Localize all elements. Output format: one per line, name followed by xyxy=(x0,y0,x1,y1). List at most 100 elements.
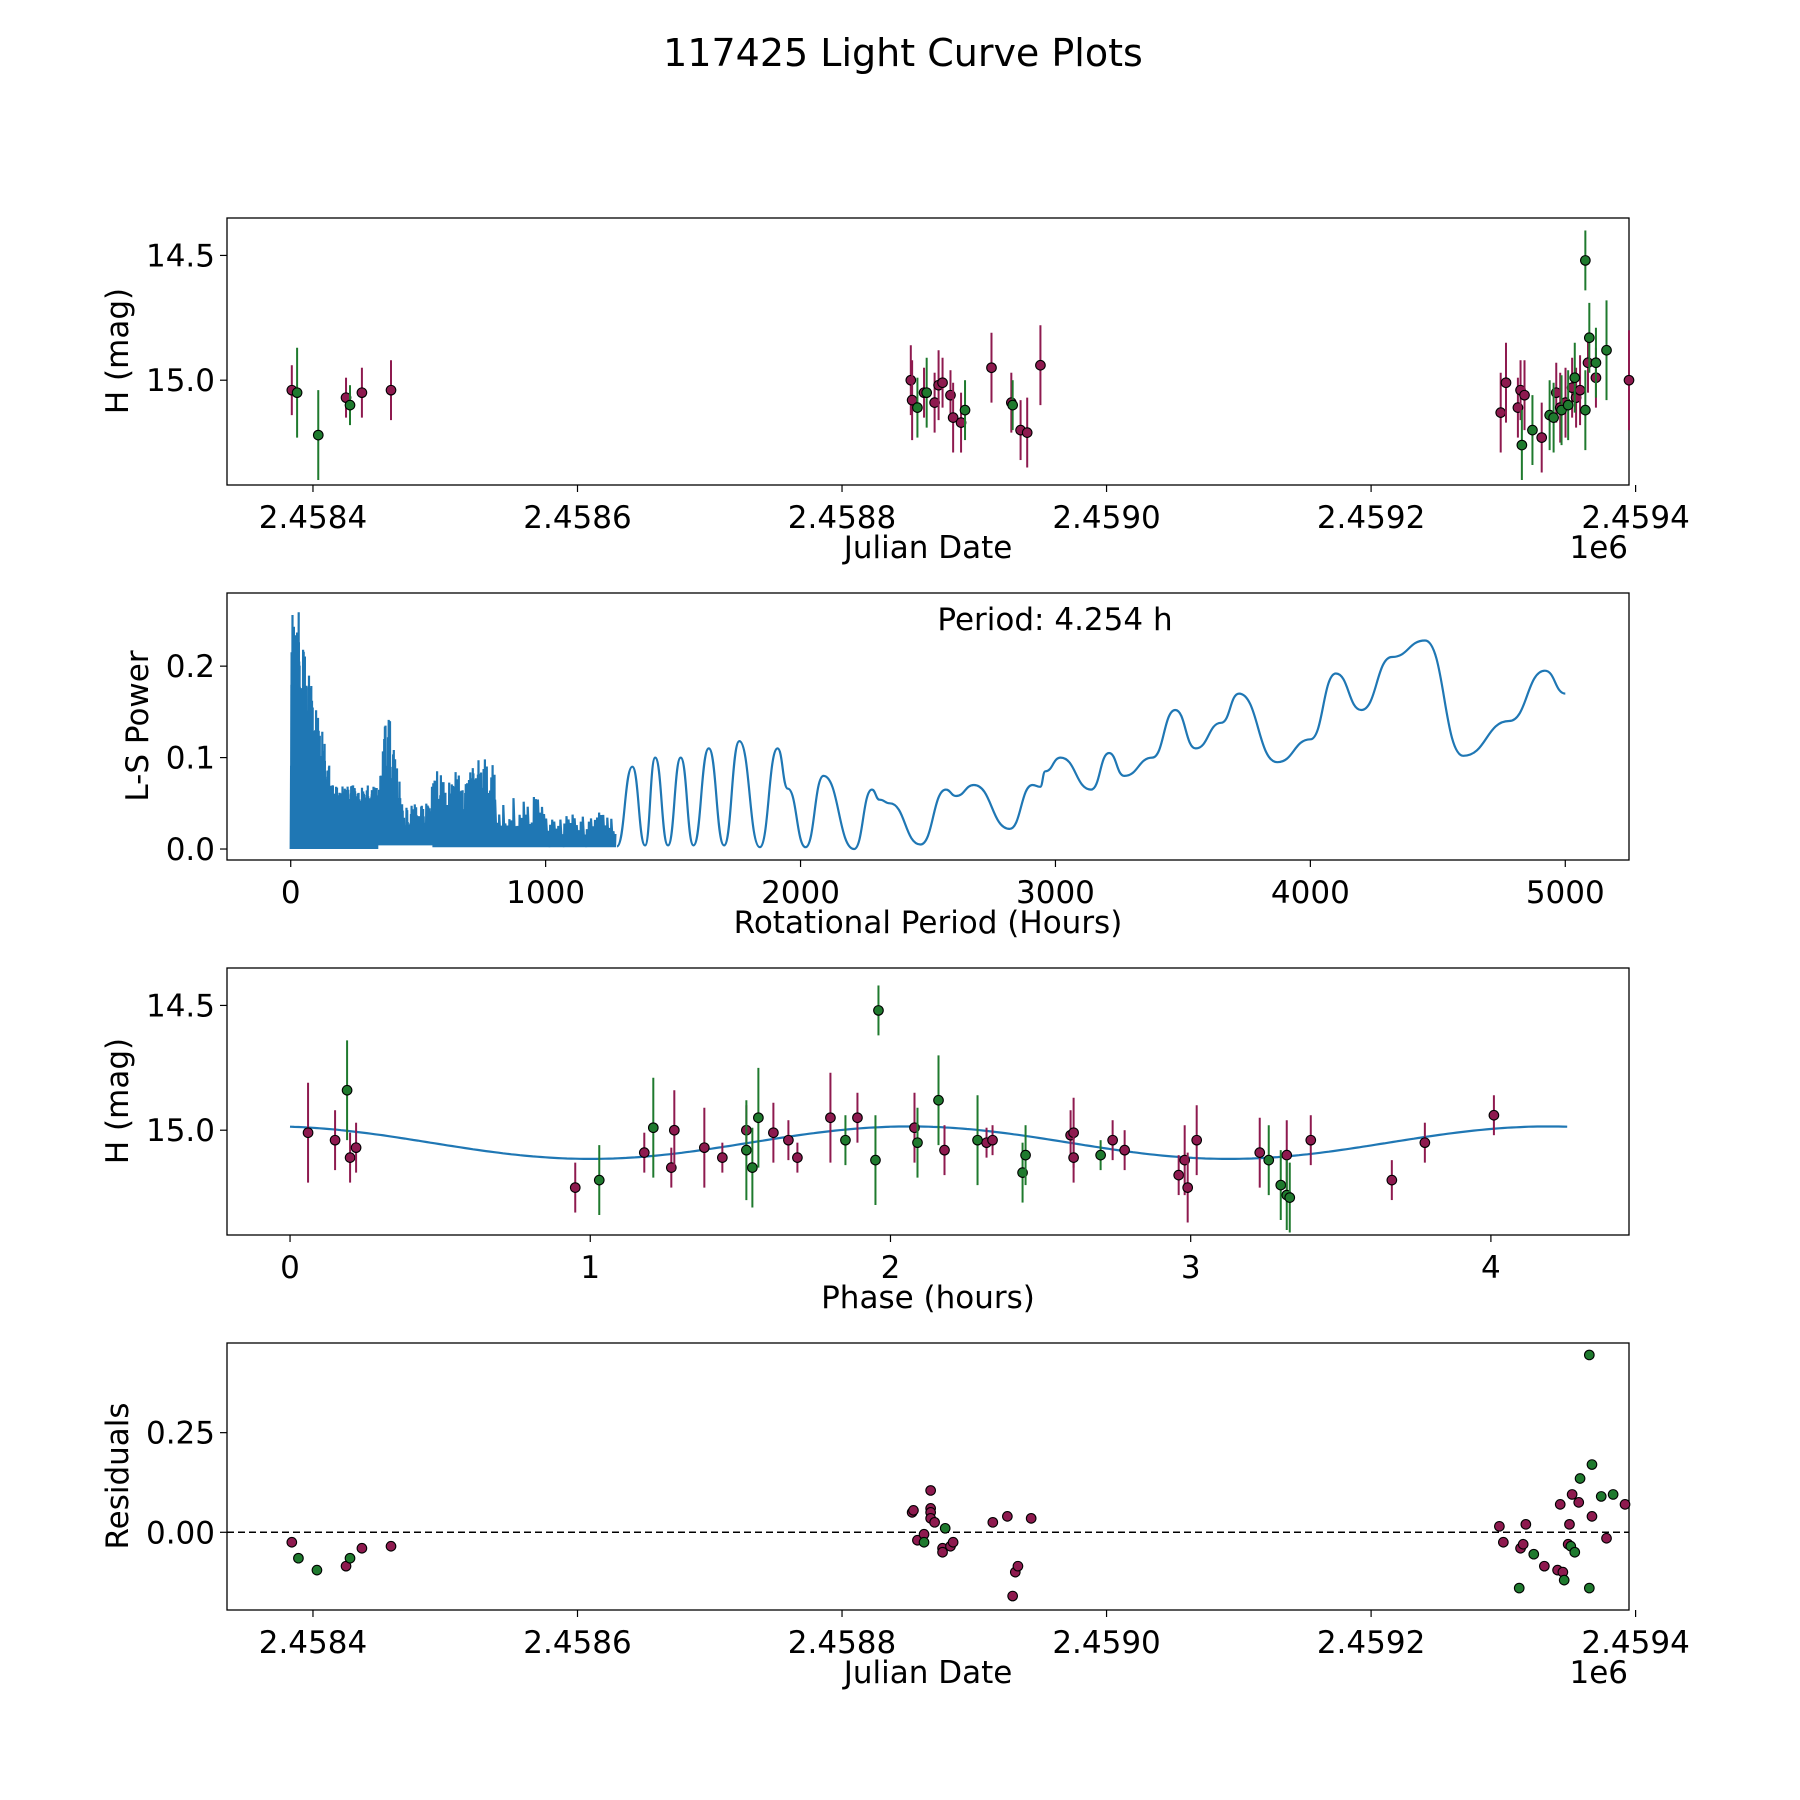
phase-folded-point-purple xyxy=(344,1152,356,1163)
phase-folded-xtick-label: 1 xyxy=(580,1250,600,1286)
residuals-xtick-label: 2.4594 xyxy=(1581,1625,1689,1661)
residuals-point-green xyxy=(918,1536,930,1548)
phase-folded-point-purple xyxy=(1419,1137,1431,1149)
residuals-panel: 2.4584 2.4586 2.4588 2.4590 2.4592 2.4594 0.25… xyxy=(100,1342,1690,1691)
residuals-point-purple xyxy=(1517,1538,1529,1550)
phase-folded-xtick-label: 4 xyxy=(1481,1250,1501,1286)
phase-folded-point-green xyxy=(747,1162,758,1173)
phase-folded-point-green xyxy=(341,1084,353,1096)
phase-folded-point-green xyxy=(912,1137,923,1149)
residuals-xtick-label: 2.4586 xyxy=(523,1625,631,1661)
phase-folded-xtick-label: 3 xyxy=(1181,1250,1201,1286)
light-curve-point-green xyxy=(312,429,324,441)
light-curve-point-green xyxy=(1527,424,1538,436)
residuals-marks xyxy=(227,1349,1631,1602)
light-curve-point-green xyxy=(1548,412,1559,423)
phase-folded-point-purple xyxy=(698,1142,710,1154)
residuals-point-purple xyxy=(1497,1536,1509,1548)
residuals-point-purple xyxy=(1566,1489,1578,1500)
phase-folded-ticks: 0 1 2 3 4 15.0 14.5 xyxy=(146,988,1501,1286)
light-curve-ytick-label: 14.5 xyxy=(146,238,215,274)
periodogram-ytick-label: 0.1 xyxy=(166,741,215,777)
light-curve-point-green xyxy=(912,402,923,413)
residuals-point-purple xyxy=(925,1485,936,1496)
periodogram-frame xyxy=(226,592,1630,861)
residuals-point-green xyxy=(1574,1473,1586,1484)
residuals-point-green xyxy=(311,1564,323,1576)
phase-folded-point-purple xyxy=(1191,1134,1203,1146)
phase-folded-ytick-label: 15.0 xyxy=(146,1113,215,1149)
light-curve-xtick-label: 2.4586 xyxy=(523,500,631,536)
phase-folded-point-purple xyxy=(638,1147,650,1159)
residuals-point-purple xyxy=(1007,1590,1018,1602)
phase-folded-point-purple xyxy=(1068,1152,1079,1163)
light-curve-point-green xyxy=(1583,332,1595,344)
light-curve-point-purple xyxy=(356,387,368,399)
residuals-point-purple xyxy=(1002,1511,1013,1522)
residuals-ytick-label: 0.00 xyxy=(146,1515,215,1551)
phase-folded-xtick-label: 2 xyxy=(881,1250,901,1286)
light-curve-point-purple xyxy=(937,377,948,389)
light-curve-point-green xyxy=(1007,399,1018,411)
light-curve-point-purple xyxy=(1495,407,1507,418)
phase-folded-point-purple xyxy=(1488,1109,1500,1121)
residuals-point-green xyxy=(1569,1546,1581,1558)
phase-folded-point-purple xyxy=(569,1182,581,1193)
light-curve-point-purple xyxy=(1623,374,1635,386)
phase-folded-fit-curve xyxy=(289,1125,1568,1160)
phase-folded-point-green xyxy=(1284,1192,1296,1203)
periodogram-xtick-label: 3000 xyxy=(1016,875,1095,911)
periodogram-xtick-label: 1000 xyxy=(506,875,585,911)
residuals-point-green xyxy=(1513,1582,1525,1594)
light-curve-point-purple xyxy=(1500,377,1512,389)
residuals-point-green xyxy=(939,1522,951,1534)
phase-folded-point-purple xyxy=(792,1152,803,1163)
light-curve-point-green xyxy=(1601,344,1612,356)
light-curve-point-green xyxy=(1580,255,1591,266)
periodogram-line-smooth xyxy=(615,639,1566,851)
phase-folded-point-purple xyxy=(1182,1182,1194,1193)
phase-folded-point-green xyxy=(933,1094,944,1106)
light-curve-point-green xyxy=(1590,357,1602,369)
residuals-point-purple xyxy=(929,1516,940,1528)
residuals-point-purple xyxy=(286,1536,298,1548)
light-curve-point-purple xyxy=(1519,389,1530,401)
residuals-point-purple xyxy=(1564,1518,1575,1530)
light-curve-point-green xyxy=(344,399,356,411)
phase-folded-point-green xyxy=(972,1134,983,1146)
residuals-point-green xyxy=(1586,1459,1598,1470)
light-curve-point-green xyxy=(1516,439,1528,451)
phase-folded-point-purple xyxy=(852,1112,863,1124)
periodogram-ylabel: L-S Power xyxy=(120,650,156,801)
residuals-frame xyxy=(226,1342,1630,1611)
residuals-xtick-label: 2.4584 xyxy=(259,1625,367,1661)
light-curve-point-purple xyxy=(905,374,917,386)
light-curve-point-purple xyxy=(1574,384,1586,396)
light-curve-point-green xyxy=(921,387,933,399)
residuals-point-purple xyxy=(908,1505,919,1516)
phase-folded-point-green xyxy=(873,1005,884,1016)
residuals-point-green xyxy=(1583,1349,1595,1361)
phase-folded-point-purple xyxy=(783,1134,794,1146)
phase-folded-point-green xyxy=(593,1174,605,1186)
residuals-xtick-label: 2.4590 xyxy=(1052,1625,1160,1661)
light-curve-point-green xyxy=(959,404,971,416)
phase-folded-ytick-label: 14.5 xyxy=(146,988,215,1024)
phase-folded-point-purple xyxy=(1119,1144,1130,1156)
periodogram-ytick-label: 0.0 xyxy=(166,832,215,868)
phase-folded-point-green xyxy=(753,1112,764,1124)
residuals-point-purple xyxy=(1601,1532,1612,1544)
periodogram-xtick-label: 2000 xyxy=(761,875,840,911)
light-curve-xlabel: Julian Date xyxy=(842,530,1013,566)
residuals-point-purple xyxy=(937,1546,948,1558)
periodogram-ticks: 0 1000 2000 3000 4000 5000 0.0 0.1 0.2 xyxy=(166,649,1605,911)
phase-folded-point-green xyxy=(1020,1149,1031,1161)
phase-folded-point-green xyxy=(1095,1149,1106,1161)
residuals-point-green xyxy=(1558,1574,1570,1586)
phase-folded-point-purple xyxy=(1305,1134,1317,1146)
residuals-x-offset: 1e6 xyxy=(1569,1655,1628,1691)
residuals-point-green xyxy=(1583,1582,1595,1594)
residuals-point-green xyxy=(1528,1548,1540,1560)
light-curve-point-purple xyxy=(947,412,959,423)
phase-folded-point-purple xyxy=(717,1152,728,1163)
